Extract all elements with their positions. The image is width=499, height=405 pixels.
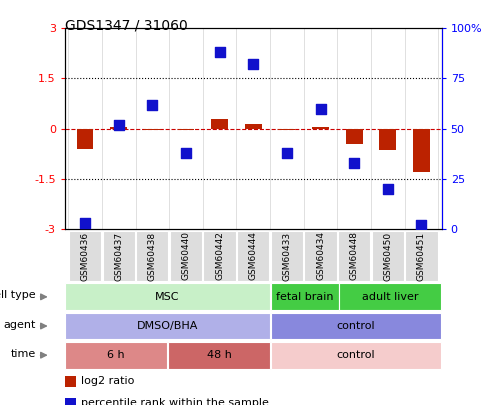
Bar	[77, 129, 93, 149]
FancyBboxPatch shape	[372, 231, 404, 281]
Point	[418, 222, 426, 228]
FancyBboxPatch shape	[103, 231, 135, 281]
Bar	[346, 129, 363, 144]
Point	[283, 149, 291, 156]
FancyBboxPatch shape	[69, 231, 101, 281]
Point	[115, 122, 123, 128]
Bar	[65, 398, 76, 405]
Bar	[245, 124, 261, 129]
Text: DMSO/BHA: DMSO/BHA	[137, 321, 198, 331]
Bar	[339, 284, 441, 310]
Point	[148, 101, 156, 108]
Text: adult liver: adult liver	[362, 292, 419, 302]
Text: GSM60436: GSM60436	[80, 231, 89, 281]
FancyBboxPatch shape	[136, 231, 169, 281]
Bar	[65, 284, 270, 310]
Text: GSM60450: GSM60450	[383, 231, 392, 281]
Bar	[312, 127, 329, 129]
Point	[216, 49, 224, 55]
FancyBboxPatch shape	[304, 231, 337, 281]
Bar	[271, 313, 441, 339]
FancyBboxPatch shape	[170, 231, 202, 281]
Text: GSM60442: GSM60442	[215, 232, 224, 280]
Text: percentile rank within the sample: percentile rank within the sample	[81, 399, 269, 405]
Text: MSC: MSC	[155, 292, 180, 302]
Text: GSM60437: GSM60437	[114, 231, 123, 281]
Bar	[65, 375, 76, 387]
Point	[384, 185, 392, 192]
Text: GSM60440: GSM60440	[182, 232, 191, 280]
Text: cell type: cell type	[0, 290, 36, 301]
FancyBboxPatch shape	[405, 231, 438, 281]
Bar	[413, 129, 430, 172]
Bar	[271, 284, 338, 310]
Text: GDS1347 / 31060: GDS1347 / 31060	[65, 18, 188, 32]
Bar	[379, 129, 396, 150]
FancyBboxPatch shape	[271, 231, 303, 281]
Text: time: time	[10, 349, 36, 359]
Bar	[110, 127, 127, 129]
Text: fetal brain: fetal brain	[276, 292, 333, 302]
Text: control: control	[337, 321, 375, 331]
Text: GSM60448: GSM60448	[350, 232, 359, 280]
Point	[182, 149, 190, 156]
Text: GSM60433: GSM60433	[282, 231, 291, 281]
Text: 48 h: 48 h	[207, 350, 232, 360]
Bar	[168, 342, 270, 369]
Bar	[271, 342, 441, 369]
Point	[249, 61, 257, 68]
Text: log2 ratio: log2 ratio	[81, 376, 134, 386]
Text: control: control	[337, 350, 375, 360]
Text: GSM60444: GSM60444	[249, 232, 258, 280]
Bar	[278, 129, 295, 130]
Bar	[65, 342, 167, 369]
Bar	[65, 313, 270, 339]
Point	[316, 105, 324, 112]
Point	[350, 160, 358, 166]
Bar	[178, 129, 195, 130]
Text: GSM60451: GSM60451	[417, 231, 426, 281]
FancyBboxPatch shape	[338, 231, 370, 281]
Bar	[144, 129, 161, 130]
Text: GSM60434: GSM60434	[316, 232, 325, 280]
Text: GSM60438: GSM60438	[148, 231, 157, 281]
FancyBboxPatch shape	[204, 231, 236, 281]
Text: 6 h: 6 h	[107, 350, 125, 360]
Bar	[211, 119, 228, 129]
Point	[81, 220, 89, 226]
FancyBboxPatch shape	[237, 231, 269, 281]
Text: agent: agent	[3, 320, 36, 330]
